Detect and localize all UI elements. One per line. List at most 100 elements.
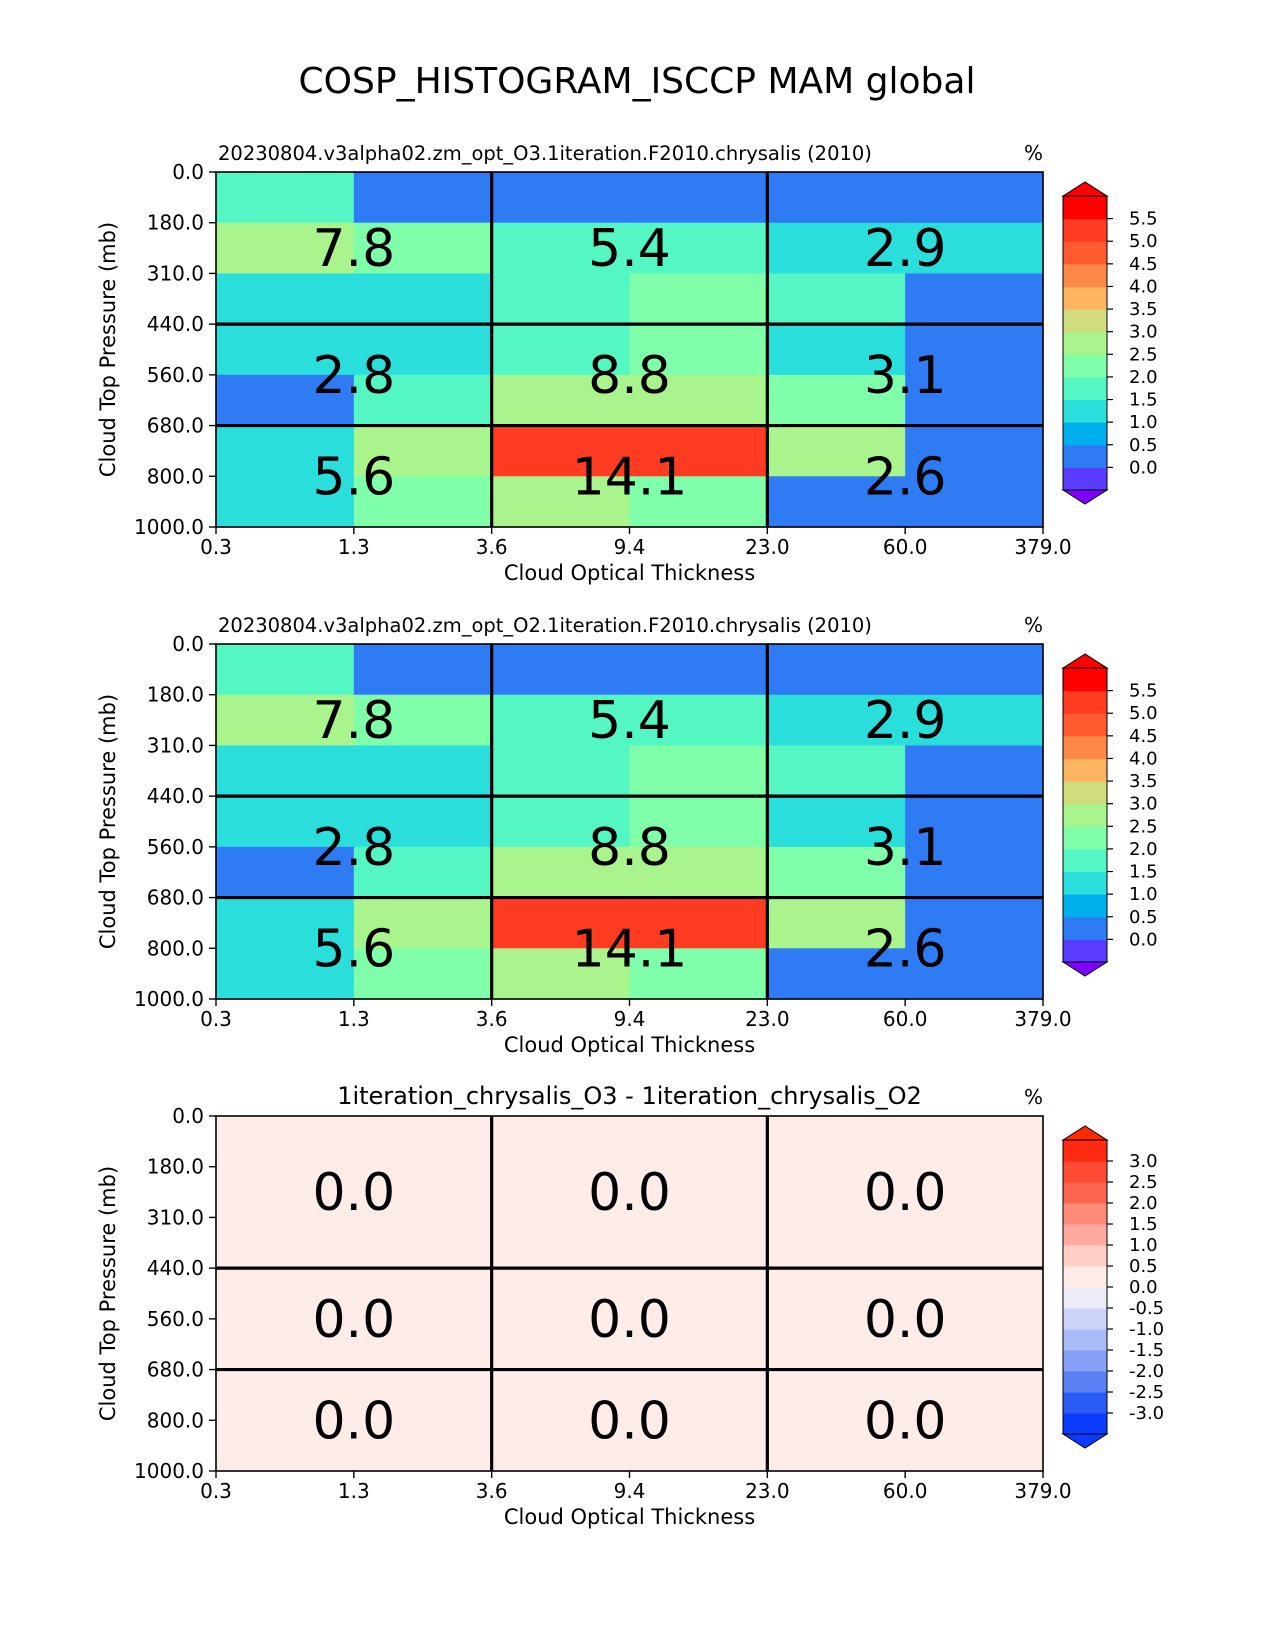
x-tick-label: 9.4 [614,1007,646,1031]
y-tick-label: 560.0 [147,835,204,859]
heatmap-cell [767,948,906,1000]
heatmap-cell [629,694,768,747]
heatmap-cell [353,425,493,477]
heatmap-cell [629,374,768,427]
colorbar-segment [1063,1413,1107,1435]
heatmap-cell [767,745,906,797]
x-tick-label: 60.0 [883,535,928,559]
x-axis-label: Cloud Optical Thickness [504,561,755,585]
group-value-label: 5.6 [312,447,395,507]
heatmap-cell [905,425,1044,477]
colorbar-segment [1063,467,1107,491]
heatmap-cell [629,1166,768,1219]
colorbar-tick-label: 3.0 [1129,322,1158,343]
colorbar-over-extension [1061,181,1109,197]
colorbar: 3.02.52.01.51.00.50.0-0.5-1.0-1.5-2.0-2.… [1061,1125,1164,1449]
colorbar-frame [1062,667,1108,963]
y-tick-label: 310.0 [147,733,204,757]
heatmap-cell [629,1217,768,1269]
heatmap-cell [905,1116,1044,1168]
colorbar-tick-label: 3.5 [1129,771,1158,792]
heatmap-cell [767,172,906,224]
colorbar-segment [1063,1392,1107,1414]
colorbar-tick-label: 0.5 [1129,1256,1158,1277]
colorbar-tick-label: 3.5 [1129,299,1158,320]
colorbar-segment [1063,1266,1107,1288]
heatmap-cell [629,796,768,848]
heatmap-cell [353,172,493,224]
colorbar-segment [1063,668,1107,692]
heatmap-cell [353,1369,493,1421]
heatmap-cell [353,1116,493,1168]
heatmap-cell [905,796,1044,848]
colorbar-tick-label: -2.5 [1129,1382,1164,1403]
heatmap-cell [216,1369,355,1421]
x-tick-label: 9.4 [614,1479,646,1503]
heatmap-cell [767,846,906,899]
heatmap-cell [353,745,493,797]
colorbar-segment [1063,1329,1107,1351]
colorbar-segment [1063,196,1107,220]
heatmap-cell [353,897,493,949]
colorbar-tick-label: 1.0 [1129,884,1158,905]
heatmap-cell [216,1268,355,1320]
colorbar-segment [1063,1224,1107,1246]
group-value-label: 2.6 [864,447,947,507]
heatmap-cell [629,273,768,325]
x-tick-label: 0.3 [200,1007,232,1031]
units-label: % [1024,141,1043,165]
colorbar-under-extension [1061,489,1109,505]
heatmap-cell [629,324,768,376]
colorbar-segment [1063,354,1107,378]
heatmap-cell [216,796,355,848]
colorbar-frame [1062,195,1108,491]
heatmap-cell [905,1318,1044,1371]
heatmap-cell [491,644,631,696]
y-tick-label: 1000.0 [134,987,204,1011]
colorbar: 5.55.04.54.03.53.02.52.01.51.00.50.0 [1061,653,1158,977]
heatmap-cell [905,1217,1044,1269]
colorbar-tick-label: -1.0 [1129,1319,1164,1340]
heatmap-cell [491,1166,631,1219]
heatmap-cell [491,948,631,1000]
group-value-label: 0.0 [312,1290,395,1350]
figure-title: COSP_HISTOGRAM_ISCCP MAM global [299,61,976,102]
colorbar-tick-label: -0.5 [1129,1298,1164,1319]
colorbar-segment [1063,690,1107,714]
group-value-label: 3.1 [864,818,947,878]
heatmap-cell [905,1369,1044,1421]
group-value-label: 5.6 [312,919,395,979]
colorbar-segment [1063,444,1107,468]
heatmap-cell [216,1318,355,1371]
colorbar-segment [1063,1140,1107,1162]
panel-title: 20230804.v3alpha02.zm_opt_O2.1iteration.… [218,614,872,637]
colorbar-segment [1063,1287,1107,1309]
heatmap-cell [216,172,355,224]
x-tick-label: 60.0 [883,1007,928,1031]
heatmap-cell [491,222,631,275]
y-tick-label: 560.0 [147,363,204,387]
heatmap-cell [353,476,493,528]
y-tick-label: 800.0 [147,1408,204,1432]
y-tick-label: 440.0 [147,312,204,336]
heatmap-cell [353,846,493,899]
x-axis-label: Cloud Optical Thickness [504,1033,755,1057]
heatmap-cell [353,374,493,427]
heatmap-cell [767,644,906,696]
heatmap-cell [905,948,1044,1000]
colorbar-segment [1063,894,1107,918]
group-value-label: 2.6 [864,919,947,979]
heatmap-cell [491,273,631,325]
group-value-label: 8.8 [588,818,671,878]
heatmap-cell [905,644,1044,696]
heatmap-cell [905,694,1044,747]
heatmap-cell [629,1318,768,1371]
heatmap-cell [353,1420,493,1472]
colorbar-tick-label: 5.5 [1129,209,1158,230]
x-tick-label: 1.3 [338,1479,370,1503]
x-tick-label: 379.0 [1014,1479,1071,1503]
heatmap-panel-1: 7.8 5.4 2.9 2.8 8.8 3.1 5.6 14.1 2.6 0.3 1.3 3.6 9.4… [96,141,1158,585]
heatmap-cell [767,425,906,477]
group-value-label: 0.0 [864,1290,947,1350]
heatmap-cell [905,897,1044,949]
